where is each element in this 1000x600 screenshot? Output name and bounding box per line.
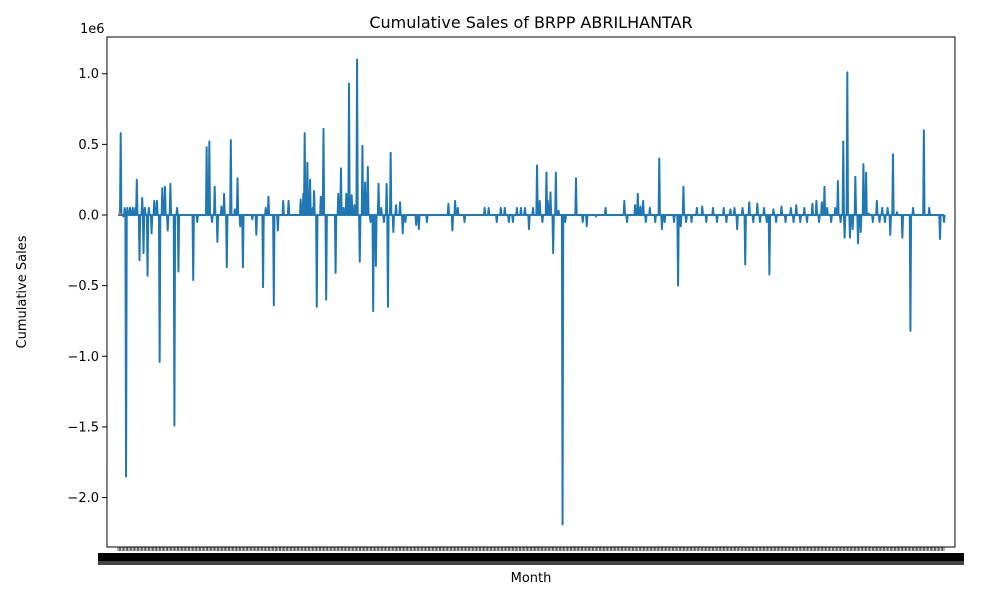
chart-title: Cumulative Sales of BRPP ABRILHANTAR	[369, 13, 692, 32]
y-tick-label: −2.0	[67, 491, 99, 506]
y-tick-label: −0.5	[67, 279, 99, 294]
y-tick-label: 1.0	[78, 67, 99, 82]
axes-frame	[106, 36, 956, 548]
y-tick-label: 0.0	[78, 209, 99, 224]
y-offset-label: 1e6	[80, 22, 105, 37]
series-line-main	[118, 58, 946, 526]
x-tick-labels-overlap-lower	[98, 561, 964, 565]
x-tick-labels-overlap	[98, 553, 964, 562]
y-tick-label: 0.5	[78, 138, 99, 153]
y-tick-label: −1.5	[67, 420, 99, 435]
y-axis-ticks: −2.0 −1.5 −1.0 −0.5 0.0 0.5 1.0	[67, 67, 107, 506]
plot-area	[118, 58, 946, 526]
x-axis-ticks	[98, 547, 964, 565]
x-axis-label: Month	[511, 571, 552, 586]
y-axis-label: Cumulative Sales	[15, 235, 30, 348]
y-tick-label: −1.0	[67, 350, 99, 365]
